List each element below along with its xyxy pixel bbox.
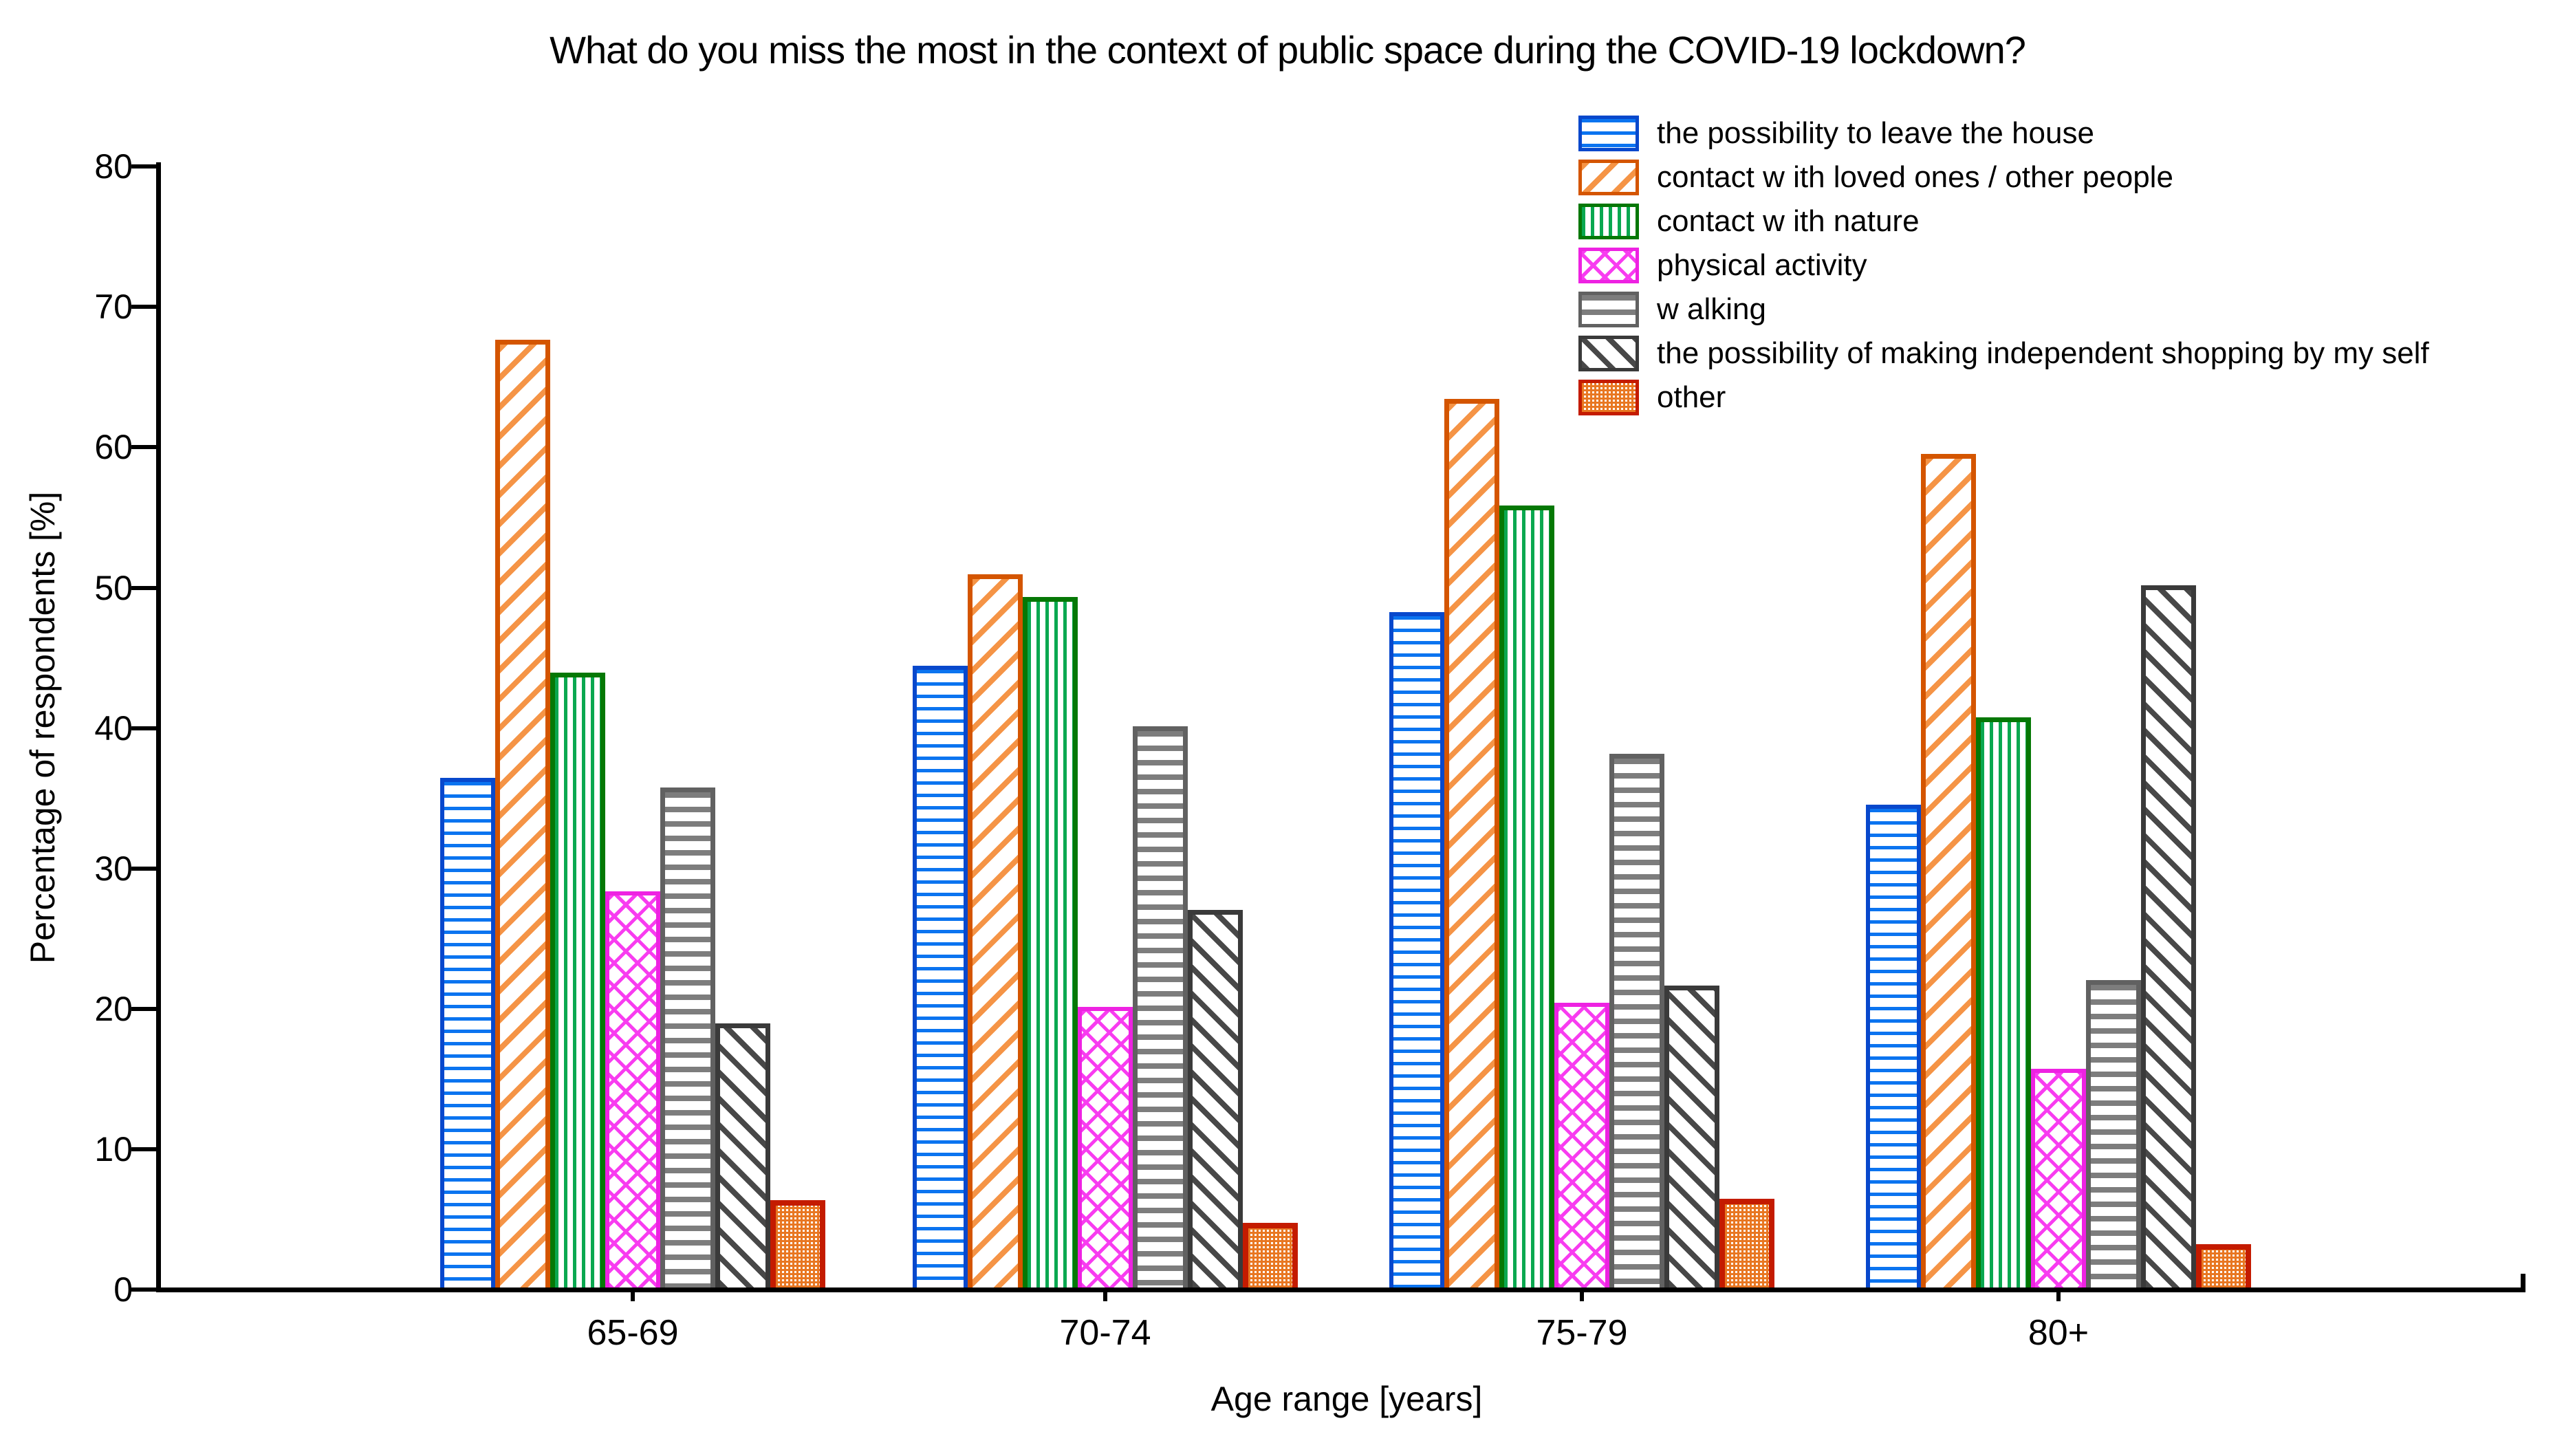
legend-swatch bbox=[1578, 116, 1639, 151]
x-tick-label: 80+ bbox=[2028, 1313, 2089, 1353]
y-tick bbox=[131, 585, 156, 590]
bar bbox=[605, 891, 660, 1287]
bar bbox=[1976, 717, 2031, 1287]
x-tick-label: 75-79 bbox=[1536, 1313, 1628, 1353]
bar bbox=[715, 1023, 770, 1287]
bar bbox=[1133, 726, 1188, 1287]
legend-item: the possibility to leave the house bbox=[1578, 116, 2094, 151]
legend-label: contact w ith nature bbox=[1657, 204, 1920, 238]
bar bbox=[550, 673, 605, 1287]
y-tick-label: 30 bbox=[94, 849, 133, 888]
y-tick-label: 50 bbox=[94, 568, 133, 607]
y-tick-label: 40 bbox=[94, 708, 133, 748]
bar bbox=[1719, 1199, 1774, 1287]
x-tick-label: 70-74 bbox=[1059, 1313, 1151, 1353]
legend-label: contact w ith loved ones / other people bbox=[1657, 160, 2173, 194]
y-tick bbox=[131, 1006, 156, 1011]
x-tick bbox=[1103, 1290, 1107, 1301]
bar bbox=[1554, 1003, 1609, 1287]
bar bbox=[770, 1200, 825, 1287]
legend-swatch bbox=[1578, 336, 1639, 371]
bar bbox=[1866, 805, 1921, 1287]
y-axis-line bbox=[156, 162, 161, 1292]
bar bbox=[440, 778, 495, 1287]
x-axis-end-tick bbox=[2521, 1274, 2525, 1287]
y-tick bbox=[131, 726, 156, 730]
bar bbox=[1389, 612, 1444, 1287]
y-tick bbox=[131, 164, 156, 169]
legend-swatch bbox=[1578, 380, 1639, 415]
x-tick bbox=[631, 1290, 635, 1301]
bar bbox=[1444, 399, 1499, 1287]
bar bbox=[495, 340, 550, 1287]
bar bbox=[2031, 1069, 2086, 1287]
x-tick bbox=[2056, 1290, 2061, 1301]
y-tick-label: 80 bbox=[94, 147, 133, 186]
y-tick-label: 20 bbox=[94, 989, 133, 1028]
bar bbox=[1078, 1007, 1133, 1287]
legend-label: other bbox=[1657, 380, 1726, 414]
y-tick-label: 10 bbox=[94, 1129, 133, 1169]
bar bbox=[2196, 1244, 2251, 1287]
bar bbox=[1664, 986, 1719, 1287]
y-tick bbox=[131, 305, 156, 309]
bar bbox=[1499, 506, 1554, 1287]
y-tick bbox=[131, 1287, 156, 1292]
bar bbox=[1188, 910, 1243, 1287]
bar bbox=[1921, 454, 1976, 1287]
bar bbox=[1243, 1223, 1298, 1287]
bar bbox=[1023, 597, 1078, 1287]
legend-item: other bbox=[1578, 380, 1726, 415]
bar bbox=[660, 787, 715, 1287]
legend-swatch bbox=[1578, 160, 1639, 195]
y-tick-label: 60 bbox=[94, 428, 133, 467]
x-axis-title: Age range [years] bbox=[1210, 1380, 1483, 1418]
y-tick-label: 70 bbox=[94, 287, 133, 327]
legend-item: the possibility of making independent sh… bbox=[1578, 336, 2429, 371]
bar bbox=[968, 574, 1023, 1287]
legend-swatch bbox=[1578, 204, 1639, 239]
legend-label: physical activity bbox=[1657, 248, 1867, 282]
y-tick-label: 0 bbox=[113, 1270, 133, 1309]
bar bbox=[1609, 754, 1664, 1287]
y-tick bbox=[131, 1147, 156, 1151]
legend-item: contact w ith loved ones / other people bbox=[1578, 160, 2173, 195]
y-tick bbox=[131, 445, 156, 450]
bar bbox=[913, 666, 968, 1287]
legend-item: w alking bbox=[1578, 292, 1766, 327]
x-tick bbox=[1580, 1290, 1584, 1301]
legend-label: the possibility to leave the house bbox=[1657, 116, 2094, 150]
legend-item: physical activity bbox=[1578, 248, 1867, 283]
y-tick bbox=[131, 866, 156, 871]
legend-label: w alking bbox=[1657, 292, 1766, 326]
x-axis-line bbox=[156, 1287, 2525, 1292]
bar bbox=[2141, 585, 2196, 1287]
legend-swatch bbox=[1578, 248, 1639, 283]
bar bbox=[2086, 980, 2141, 1287]
chart-title: What do you miss the most in the context… bbox=[550, 28, 2026, 72]
legend-label: the possibility of making independent sh… bbox=[1657, 336, 2429, 370]
legend-swatch bbox=[1578, 292, 1639, 327]
legend-item: contact w ith nature bbox=[1578, 204, 1920, 239]
x-tick-label: 65-69 bbox=[587, 1313, 679, 1353]
